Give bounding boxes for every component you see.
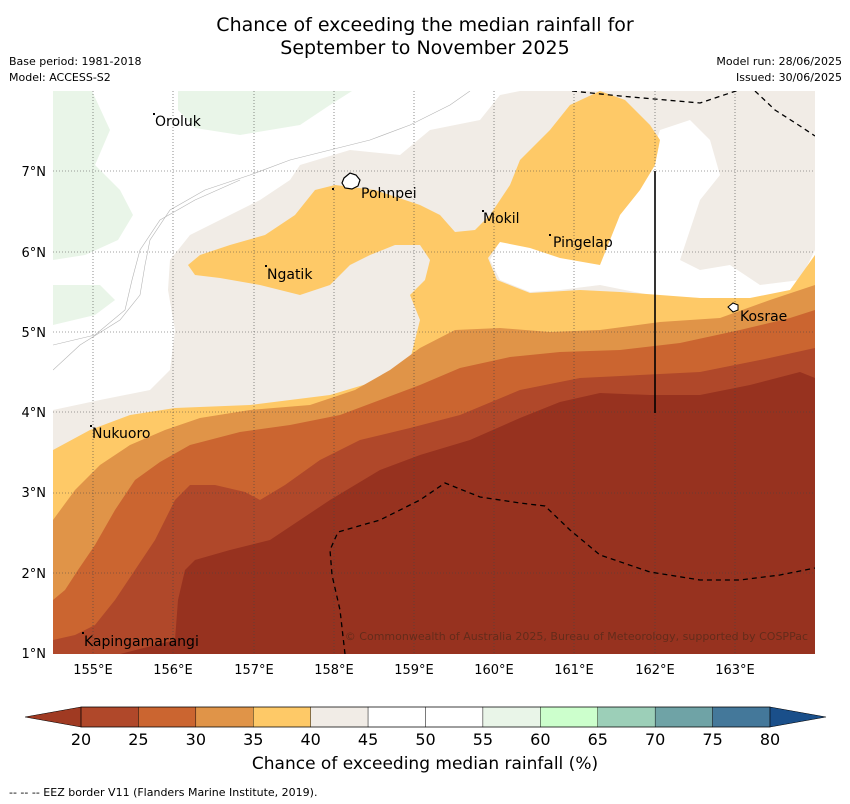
issued-date: Issued: 30/06/2025 <box>735 71 842 84</box>
colorbar-cell-c60_65 <box>540 706 598 728</box>
colorbar-extend-high <box>770 707 826 727</box>
island-kosrae <box>727 302 739 313</box>
lat-tick-4: 4°N <box>22 406 47 421</box>
meta-right: Model run: 28/06/2025 Issued: 30/06/2025 <box>716 54 842 86</box>
model-run: Model run: 28/06/2025 <box>716 55 842 68</box>
lon-tick-158: 158°E <box>314 663 354 678</box>
colorbar-tick-40: 40 <box>300 730 320 749</box>
copyright-text: © Commonwealth of Australia 2025, Bureau… <box>345 630 808 643</box>
label-oroluk: Oroluk <box>155 114 202 130</box>
colorbar-tick-20: 20 <box>71 730 91 749</box>
colorbar-tick-80: 80 <box>760 730 780 749</box>
title-line-1: Chance of exceeding the median rainfall … <box>216 14 634 36</box>
label-ngatik: Ngatik <box>267 267 313 283</box>
colorbar-cell-c40_45 <box>310 706 369 728</box>
base-period: Base period: 1981-2018 <box>9 55 142 68</box>
colorbar-tick-65: 65 <box>588 730 608 749</box>
island-pohnpei <box>341 172 361 190</box>
lon-tick-156: 156°E <box>153 663 193 678</box>
colorbar: 20 25 30 35 40 45 50 55 60 65 70 75 80 <box>24 706 827 749</box>
band-below-20 <box>53 372 815 654</box>
colorbar-label: Chance of exceeding median rainfall (%) <box>251 754 599 774</box>
colorbar-tick-35: 35 <box>243 730 263 749</box>
colorbar-cell-c25_30 <box>138 706 197 728</box>
colorbar-cell-c45_50 <box>367 706 426 728</box>
colorbar-tick-labels: 20 25 30 35 40 45 50 55 60 65 70 75 80 <box>71 730 780 749</box>
lon-tick-162: 162°E <box>635 663 675 678</box>
band-55-60-south <box>53 285 115 325</box>
lon-tick-160: 160°E <box>474 663 514 678</box>
colorbar-cell-c50_55 <box>425 706 484 728</box>
colorbar-tick-30: 30 <box>186 730 206 749</box>
colorbar-tick-75: 75 <box>702 730 722 749</box>
colorbar-tick-60: 60 <box>530 730 550 749</box>
meta-left: Base period: 1981-2018 Model: ACCESS-S2 <box>9 54 141 86</box>
colorbar-frame <box>80 706 771 728</box>
atoll-markers <box>82 113 551 634</box>
label-kosrae: Kosrae <box>740 309 787 325</box>
colorbar-cell-c30_35 <box>195 706 254 728</box>
colorbar-extend-outline <box>24 706 827 728</box>
lon-tick-159: 159°E <box>394 663 434 678</box>
lon-tick-161: 161°E <box>554 663 594 678</box>
colorbar-cell-c75_80 <box>712 706 771 728</box>
model-name: Model: ACCESS-S2 <box>9 71 111 84</box>
contour-line-2 <box>53 179 241 346</box>
lon-tick-163: 163°E <box>715 663 755 678</box>
graticule <box>53 91 815 654</box>
map-area: Oroluk Pohnpei Mokil Pingelap Ngatik Kos… <box>53 91 815 654</box>
colorbar-cell-c70_75 <box>654 706 713 728</box>
contour-line-1 <box>53 91 471 371</box>
colorbar-tick-55: 55 <box>473 730 493 749</box>
lat-tick-1: 1°N <box>22 647 47 662</box>
eez-footnote: -- -- -- EEZ border V11 (Flanders Marine… <box>9 786 318 799</box>
colorbar-tick-70: 70 <box>645 730 665 749</box>
colorbar-cell-c65_70 <box>597 706 656 728</box>
colorbar-cell-c20_25 <box>80 706 139 728</box>
lon-tick-157: 157°E <box>234 663 274 678</box>
lon-tick-155: 155°E <box>73 663 113 678</box>
colorbar-extend-low <box>25 707 81 727</box>
colorbar-cell-c55_60 <box>482 706 541 728</box>
lat-tick-3: 3°N <box>22 486 47 501</box>
eez-border <box>329 91 815 654</box>
colorbar-cell-c35_40 <box>253 706 311 728</box>
lat-tick-2: 2°N <box>22 567 47 582</box>
colorbar-tick-45: 45 <box>358 730 378 749</box>
label-kapingamarangi: Kapingamarangi <box>84 634 199 650</box>
band-55-60-top <box>178 91 352 135</box>
title-line-2: September to November 2025 <box>280 37 570 59</box>
label-mokil: Mokil <box>483 211 520 227</box>
label-pohnpei: Pohnpei <box>361 186 417 202</box>
lat-tick-7: 7°N <box>22 165 47 180</box>
label-nukuoro: Nukuoro <box>92 426 150 442</box>
lat-tick-6: 6°N <box>22 246 47 261</box>
label-pingelap: Pingelap <box>553 235 613 251</box>
colorbar-cells <box>80 706 771 728</box>
colorbar-tick-25: 25 <box>128 730 148 749</box>
colorbar-tick-50: 50 <box>415 730 435 749</box>
map-title: Chance of exceeding the median rainfall … <box>0 14 850 60</box>
lat-tick-5: 5°N <box>22 326 47 341</box>
